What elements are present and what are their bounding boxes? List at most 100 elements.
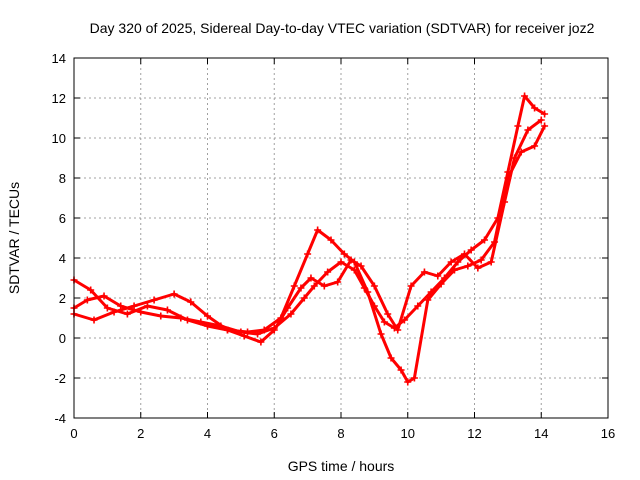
data-point <box>460 250 468 258</box>
y-tick-label: 0 <box>59 331 66 346</box>
data-point <box>310 282 318 290</box>
data-point <box>87 286 95 294</box>
data-point <box>257 338 265 346</box>
data-point <box>424 296 432 304</box>
data-point <box>334 278 342 286</box>
data-point <box>244 328 252 336</box>
data-point <box>541 110 549 118</box>
data-point <box>163 306 171 314</box>
data-point <box>170 290 178 298</box>
data-point <box>337 258 345 266</box>
data-point <box>474 264 482 272</box>
data-point <box>110 308 118 316</box>
data-point <box>380 318 388 326</box>
chart-title: Day 320 of 2025, Sidereal Day-to-day VTE… <box>90 20 595 36</box>
data-point <box>130 302 138 310</box>
data-point <box>90 316 98 324</box>
data-point <box>434 272 442 280</box>
data-point <box>384 310 392 318</box>
data-point <box>377 330 385 338</box>
x-tick-label: 2 <box>137 426 144 441</box>
data-point <box>397 366 405 374</box>
data-point <box>270 326 278 334</box>
data-point <box>464 262 472 270</box>
data-point <box>117 302 125 310</box>
series-track-c <box>70 116 545 346</box>
data-point <box>364 288 372 296</box>
data-point <box>537 116 545 124</box>
data-series <box>70 92 549 386</box>
data-point <box>83 296 91 304</box>
data-point <box>450 266 458 274</box>
x-tick-label: 14 <box>534 426 548 441</box>
data-point <box>143 302 151 310</box>
data-point <box>370 282 378 290</box>
y-tick-label: 2 <box>59 291 66 306</box>
data-point <box>287 310 295 318</box>
data-point <box>467 246 475 254</box>
data-point <box>340 250 348 258</box>
data-point <box>157 312 165 320</box>
y-tick-label: 10 <box>52 131 66 146</box>
data-point <box>531 104 539 112</box>
y-tick-label: 14 <box>52 51 66 66</box>
y-tick-label: -2 <box>54 371 66 386</box>
data-point <box>300 294 308 302</box>
data-point <box>327 236 335 244</box>
data-point <box>307 274 315 282</box>
data-point <box>284 304 292 312</box>
data-point <box>394 326 402 334</box>
x-tick-label: 6 <box>271 426 278 441</box>
data-point <box>437 280 445 288</box>
data-point <box>204 322 211 330</box>
data-point <box>541 122 549 130</box>
x-axis-label: GPS time / hours <box>288 458 395 474</box>
data-point <box>477 256 485 264</box>
data-point <box>404 378 412 386</box>
series-track-b <box>70 122 549 386</box>
data-point <box>100 292 108 300</box>
data-point <box>410 374 418 382</box>
data-point <box>150 296 158 304</box>
data-point <box>514 122 522 130</box>
data-point <box>447 258 455 266</box>
x-tick-label: 16 <box>601 426 615 441</box>
axis-ticks: 0 2 4 6 8 10 12 14 16 -4 -2 0 2 4 6 8 10 12 14 <box>52 51 616 441</box>
data-point <box>314 226 322 234</box>
data-point <box>224 326 232 334</box>
y-tick-label: 4 <box>59 251 66 266</box>
data-point <box>357 262 365 270</box>
data-point <box>481 236 489 244</box>
x-tick-label: 4 <box>204 426 211 441</box>
x-tick-label: 8 <box>337 426 344 441</box>
y-axis-label: SDTVAR / TECUs <box>6 182 22 294</box>
x-tick-label: 12 <box>467 426 481 441</box>
data-point <box>501 198 509 206</box>
data-point <box>420 268 428 276</box>
data-point <box>531 142 539 150</box>
data-point <box>304 250 312 258</box>
data-point <box>387 354 395 362</box>
data-point <box>407 282 415 290</box>
data-point <box>123 310 131 318</box>
data-point <box>324 268 332 276</box>
y-tick-label: 6 <box>59 211 66 226</box>
y-tick-label: 8 <box>59 171 66 186</box>
data-point <box>297 284 305 292</box>
data-point <box>487 258 495 266</box>
data-point <box>414 302 422 310</box>
grid-lines <box>74 58 608 418</box>
data-point <box>524 126 532 134</box>
data-point <box>260 326 268 334</box>
y-tick-label: 12 <box>52 91 66 106</box>
data-point <box>187 298 195 306</box>
series-track-a <box>70 92 549 338</box>
data-point <box>511 154 519 162</box>
data-point <box>521 92 529 100</box>
data-point <box>183 316 191 324</box>
x-tick-label: 0 <box>70 426 77 441</box>
data-point <box>204 312 211 320</box>
data-point <box>347 256 355 264</box>
x-tick-label: 10 <box>401 426 415 441</box>
